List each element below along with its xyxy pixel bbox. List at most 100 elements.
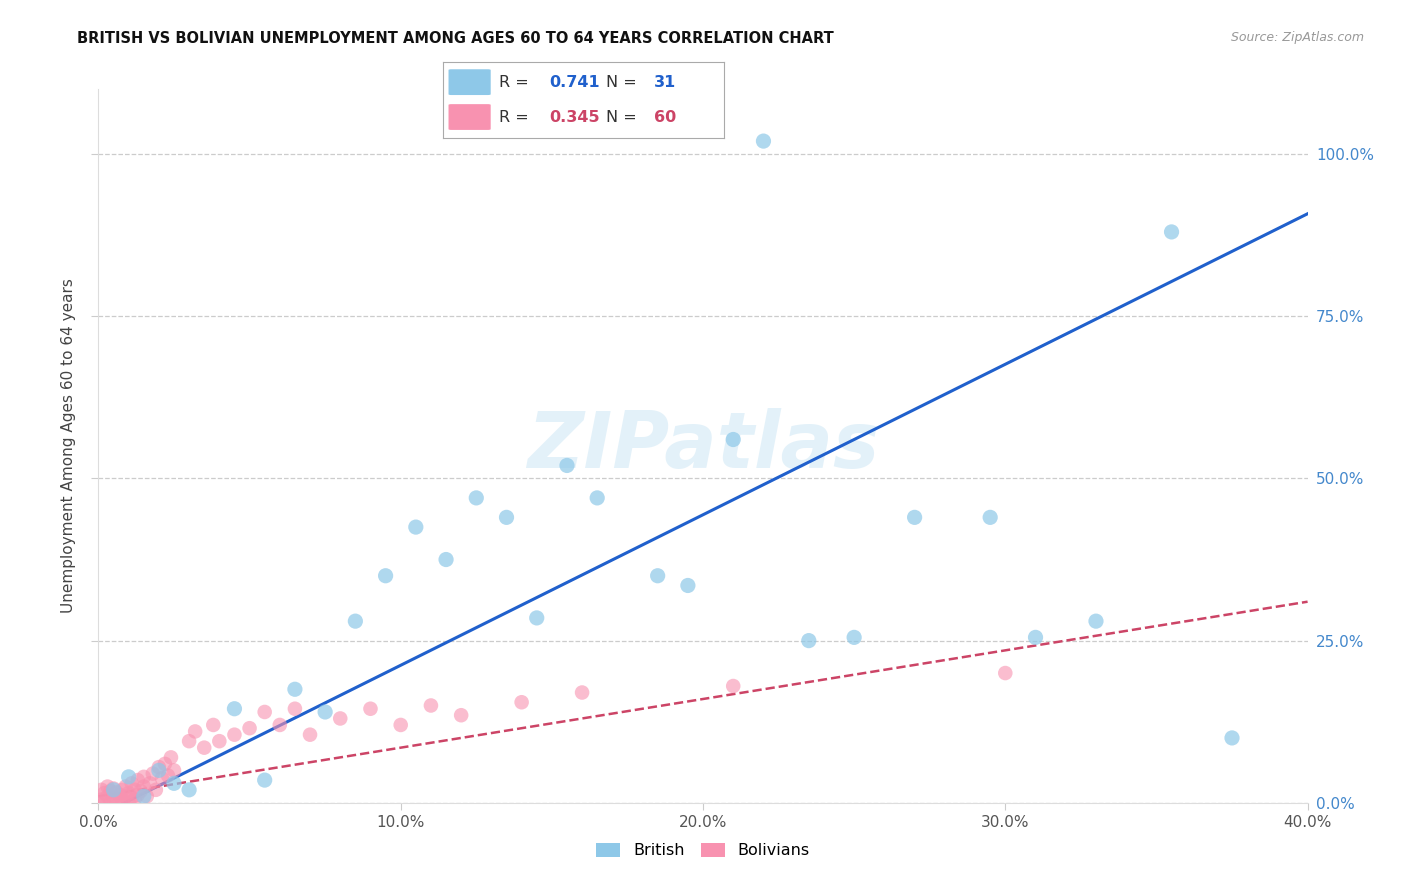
Point xyxy=(434,552,457,566)
Point xyxy=(224,728,246,742)
Point xyxy=(723,679,745,693)
Point xyxy=(994,666,1017,681)
Point xyxy=(93,786,115,800)
Point xyxy=(93,796,115,810)
Point xyxy=(1085,614,1108,628)
Point xyxy=(150,771,173,785)
Point xyxy=(105,785,128,799)
Point xyxy=(526,611,548,625)
Point xyxy=(193,740,215,755)
Point xyxy=(127,773,149,788)
Point xyxy=(752,134,775,148)
Point xyxy=(111,782,134,797)
Point xyxy=(160,750,183,764)
Point xyxy=(118,796,141,810)
Point xyxy=(360,702,382,716)
Point xyxy=(100,796,122,810)
Point xyxy=(465,491,488,505)
Point xyxy=(284,702,307,716)
Point xyxy=(132,780,155,794)
Point xyxy=(114,789,136,804)
Point xyxy=(179,734,201,748)
Text: Source: ZipAtlas.com: Source: ZipAtlas.com xyxy=(1230,31,1364,45)
FancyBboxPatch shape xyxy=(449,70,491,95)
Point xyxy=(510,695,533,709)
Point xyxy=(139,776,162,790)
Point xyxy=(208,734,231,748)
Point xyxy=(495,510,517,524)
Point xyxy=(586,491,609,505)
Point xyxy=(132,789,155,804)
Point xyxy=(314,705,336,719)
Point xyxy=(148,764,170,778)
Point xyxy=(118,786,141,800)
Point xyxy=(148,760,170,774)
Point xyxy=(105,794,128,808)
Point xyxy=(253,773,276,788)
Text: R =: R = xyxy=(499,110,534,125)
Text: 60: 60 xyxy=(654,110,676,125)
Point xyxy=(163,776,186,790)
Point xyxy=(344,614,367,628)
Text: 31: 31 xyxy=(654,75,676,90)
Point xyxy=(239,721,262,735)
Point xyxy=(108,788,131,802)
Point xyxy=(103,790,125,805)
Point xyxy=(124,792,146,806)
Point xyxy=(284,682,307,697)
Point xyxy=(555,458,578,473)
Point xyxy=(450,708,472,723)
Point xyxy=(979,510,1001,524)
Point xyxy=(108,796,131,810)
Point xyxy=(179,782,201,797)
Point xyxy=(797,633,820,648)
Point xyxy=(87,796,110,810)
Point xyxy=(153,756,176,771)
Point xyxy=(121,790,143,805)
Point xyxy=(127,788,149,802)
Text: R =: R = xyxy=(499,75,534,90)
Point xyxy=(129,784,152,798)
Point xyxy=(100,784,122,798)
Text: BRITISH VS BOLIVIAN UNEMPLOYMENT AMONG AGES 60 TO 64 YEARS CORRELATION CHART: BRITISH VS BOLIVIAN UNEMPLOYMENT AMONG A… xyxy=(77,31,834,46)
Text: ZIPatlas: ZIPatlas xyxy=(527,408,879,484)
Point xyxy=(118,770,141,784)
Point xyxy=(676,578,699,592)
Point xyxy=(1220,731,1243,745)
Point xyxy=(142,766,165,780)
Point xyxy=(145,782,167,797)
Point xyxy=(405,520,427,534)
Legend: British, Bolivians: British, Bolivians xyxy=(589,835,817,866)
FancyBboxPatch shape xyxy=(449,104,491,130)
Point xyxy=(135,789,157,804)
Point xyxy=(124,782,146,797)
Point xyxy=(90,782,112,797)
Point xyxy=(269,718,291,732)
Point xyxy=(1160,225,1182,239)
Point xyxy=(374,568,396,582)
Point xyxy=(96,789,118,804)
Point xyxy=(253,705,276,719)
Text: N =: N = xyxy=(606,75,643,90)
Point xyxy=(723,433,745,447)
Point xyxy=(1024,631,1046,645)
Point xyxy=(132,770,155,784)
Point xyxy=(121,776,143,790)
Point xyxy=(420,698,443,713)
Point xyxy=(844,631,866,645)
Point xyxy=(389,718,412,732)
Point xyxy=(571,685,593,699)
Point xyxy=(904,510,927,524)
Point xyxy=(202,718,225,732)
Point xyxy=(96,780,118,794)
Point xyxy=(103,781,125,796)
Text: N =: N = xyxy=(606,110,643,125)
Point xyxy=(103,782,125,797)
Text: 0.345: 0.345 xyxy=(550,110,600,125)
Point xyxy=(163,764,186,778)
Point xyxy=(329,711,352,725)
Point xyxy=(90,792,112,806)
Point xyxy=(156,768,179,782)
Point xyxy=(299,728,322,742)
Point xyxy=(224,702,246,716)
